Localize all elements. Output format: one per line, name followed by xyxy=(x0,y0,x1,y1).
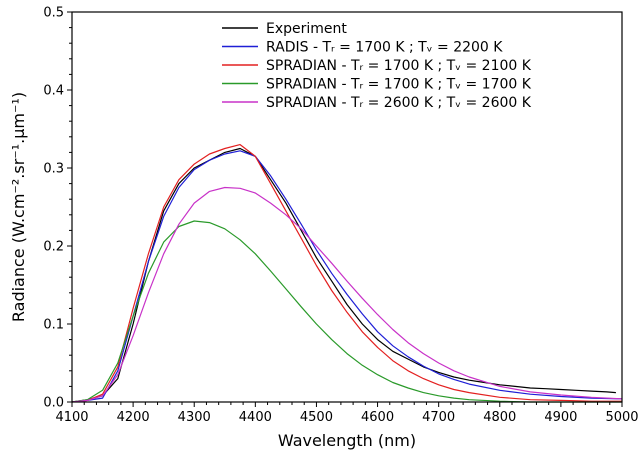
x-tick-label: 4400 xyxy=(239,410,272,425)
series-line-0 xyxy=(71,147,616,403)
y-tick-label: 0.1 xyxy=(43,318,64,333)
plot-frame xyxy=(71,11,623,403)
x-axis-title: Wavelength (nm) xyxy=(278,431,416,450)
x-tick-label: 4300 xyxy=(178,410,211,425)
y-tick-label: 0.5 xyxy=(43,6,64,21)
x-tick-label: 4200 xyxy=(117,410,150,425)
legend-label-4: SPRADIAN - Tᵣ = 2600 K ; Tᵥ = 2600 K xyxy=(266,95,532,111)
x-tick-label: 4900 xyxy=(544,410,577,425)
legend-label-3: SPRADIAN - Tᵣ = 1700 K ; Tᵥ = 1700 K xyxy=(266,77,532,93)
y-tick-label: 0.3 xyxy=(43,162,64,177)
series-line-2 xyxy=(71,144,622,403)
y-axis-title: Radiance (W.cm⁻².sr⁻¹.µm⁻¹) xyxy=(9,92,28,322)
legend-label-0: Experiment xyxy=(266,21,347,37)
y-tick-label: 0.4 xyxy=(43,84,64,99)
x-tick-label: 5000 xyxy=(605,410,638,425)
y-tick-label: 0.0 xyxy=(43,396,64,411)
x-tick-label: 4800 xyxy=(483,410,516,425)
x-tick-label: 4700 xyxy=(422,410,455,425)
series-line-4 xyxy=(71,186,623,403)
series-line-3 xyxy=(71,220,622,403)
legend-label-1: RADIS - Tᵣ = 1700 K ; Tᵥ = 2200 K xyxy=(266,40,503,56)
x-tick-label: 4100 xyxy=(55,410,88,425)
y-tick-label: 0.2 xyxy=(43,240,64,255)
legend-label-2: SPRADIAN - Tᵣ = 1700 K ; Tᵥ = 2100 K xyxy=(266,58,532,74)
x-tick-label: 4500 xyxy=(300,410,333,425)
x-tick-label: 4600 xyxy=(361,410,394,425)
